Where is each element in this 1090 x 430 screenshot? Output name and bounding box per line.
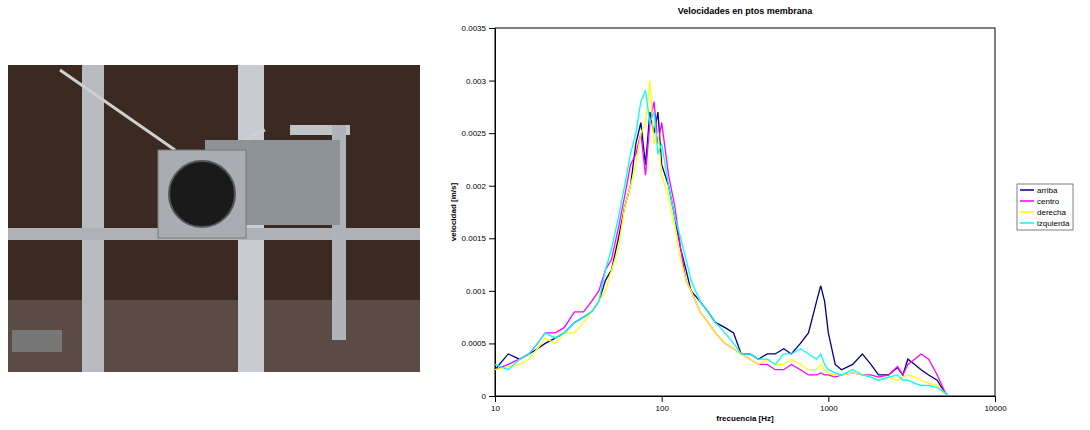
tick-label: 0.0015: [462, 234, 487, 243]
tick: 0.0035: [462, 24, 495, 33]
tick-label: 0.002: [466, 182, 487, 191]
tick-mark: [995, 396, 996, 402]
tick-label: 0: [482, 392, 487, 401]
photo-floor: [8, 300, 420, 372]
tick: 0.0005: [462, 339, 495, 348]
tick: 0.001: [466, 287, 495, 296]
tick: 10000: [984, 396, 1007, 413]
axis-line: [496, 396, 996, 397]
legend-swatch: [1020, 189, 1034, 191]
y-axis: 0 0.0005 0.001 0.0015 0.002 0.0025 0.003 0.0035: [462, 24, 496, 401]
tick: 10: [491, 396, 500, 413]
photo: [8, 65, 420, 372]
tick-label: 100: [655, 404, 669, 413]
legend-label: centro: [1037, 197, 1060, 206]
legend-label: derecha: [1037, 208, 1066, 217]
y-axis-title: velocidad [m/s]: [449, 183, 458, 242]
tick-mark: [489, 291, 495, 292]
tick-label: 0.0035: [462, 24, 487, 33]
tick-mark: [489, 396, 495, 397]
photo-plate: [158, 150, 246, 238]
tick-mark: [495, 396, 496, 402]
tick-label: 0.003: [466, 77, 487, 86]
tick-mark: [489, 343, 495, 344]
plot-area: [495, 81, 948, 395]
tick: 0.002: [466, 182, 495, 191]
tick: 0: [482, 392, 495, 401]
tick-label: 10: [491, 404, 500, 413]
photo-background: [8, 65, 420, 372]
photo-cable: [60, 70, 175, 150]
chart-title: Velocidades en ptos membrana: [678, 6, 814, 16]
tick-mark: [489, 81, 495, 82]
series-line: [495, 81, 948, 395]
tick: 100: [655, 396, 669, 413]
tick-label: 0.0005: [462, 339, 487, 348]
tick: 0.003: [466, 77, 495, 86]
photo-equipment: [12, 330, 62, 352]
tick-mark: [489, 238, 495, 239]
tick: 1000: [820, 396, 838, 413]
tick-label: 0.0025: [462, 129, 487, 138]
series-line: [495, 102, 948, 395]
tick: 0.0015: [462, 234, 495, 243]
series-line: [495, 91, 948, 395]
legend-swatch: [1020, 222, 1034, 224]
tick-label: 10000: [984, 404, 1007, 413]
legend-swatch: [1020, 211, 1034, 213]
tick-label: 0.001: [466, 287, 487, 296]
tick-mark: [489, 133, 495, 134]
legend-label: arriba: [1037, 186, 1058, 195]
axis-line: [495, 29, 496, 397]
tick-mark: [489, 186, 495, 187]
legend: arriba centro derecha izquierda: [1017, 184, 1073, 230]
tick-mark: [828, 396, 829, 402]
photo-membrane: [169, 161, 235, 227]
plot-frame: [495, 28, 995, 396]
x-axis: 10 100 1000 10000: [491, 396, 1007, 413]
series-line: [495, 112, 948, 395]
legend-swatch: [1020, 200, 1034, 202]
legend-label: izquierda: [1037, 219, 1070, 228]
tick-mark: [489, 28, 495, 29]
x-axis-title: frecuencia [Hz]: [716, 414, 774, 423]
tick: 0.0025: [462, 129, 495, 138]
photo-frame-post: [82, 65, 104, 372]
tick-label: 1000: [820, 404, 838, 413]
legend-box: [1017, 184, 1073, 230]
tick-mark: [662, 396, 663, 402]
chart-svg: 10 100 1000 10000 0 0.0005 0.001 0.0015 0.002 0.0…: [0, 0, 1090, 430]
